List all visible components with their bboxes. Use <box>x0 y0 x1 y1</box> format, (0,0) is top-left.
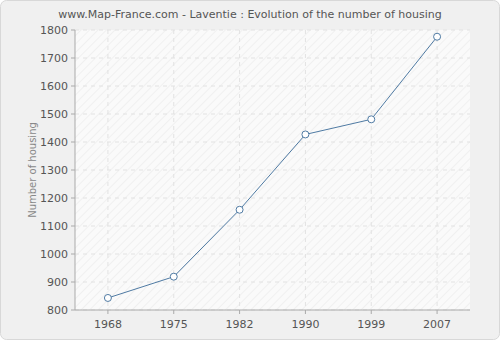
y-axis-label: Number of housing <box>27 122 38 218</box>
point <box>302 131 309 138</box>
grid-line-x <box>371 30 372 310</box>
y-tick <box>71 198 75 199</box>
x-tick-label: 1999 <box>357 318 385 331</box>
grid-line <box>75 58 470 59</box>
y-tick <box>71 170 75 171</box>
y-tick <box>71 30 75 31</box>
grid-line <box>75 226 470 227</box>
grid-line <box>75 30 470 31</box>
y-tick-label: 1000 <box>40 248 68 261</box>
y-tick-label: 1300 <box>40 164 68 177</box>
grid-line-x <box>305 30 306 310</box>
grid-line <box>75 254 470 255</box>
y-tick-label: 1800 <box>40 24 68 37</box>
y-tick <box>71 142 75 143</box>
y-tick-label: 800 <box>47 304 68 317</box>
y-tick <box>71 86 75 87</box>
y-tick <box>71 226 75 227</box>
x-tick-label: 2007 <box>423 318 451 331</box>
grid-line <box>75 170 470 171</box>
plot-area <box>75 30 470 310</box>
point <box>104 294 111 301</box>
y-tick <box>71 58 75 59</box>
x-tick-label: 1968 <box>94 318 122 331</box>
y-tick-label: 1200 <box>40 192 68 205</box>
title: www.Map-France.com - Laventie : Evolutio… <box>58 8 442 21</box>
point <box>170 273 177 280</box>
y-tick <box>71 114 75 115</box>
grid-line <box>75 142 470 143</box>
grid-line <box>75 86 470 87</box>
x-tick <box>305 310 306 314</box>
point <box>368 116 375 123</box>
x-tick-label: 1975 <box>160 318 188 331</box>
grid-line <box>75 114 470 115</box>
y-tick-label: 900 <box>47 276 68 289</box>
grid-line <box>75 198 470 199</box>
x-tick-label: 1990 <box>291 318 319 331</box>
series-group <box>104 33 440 301</box>
x-tick-label: 1982 <box>226 318 254 331</box>
x-tick <box>173 310 174 314</box>
grid-line-x <box>173 30 174 310</box>
y-tick <box>71 282 75 283</box>
y-tick <box>71 310 75 311</box>
y-axis <box>75 30 76 310</box>
point <box>434 33 441 40</box>
x-tick <box>239 310 240 314</box>
x-tick <box>371 310 372 314</box>
x-tick <box>107 310 108 314</box>
grid-line-x <box>437 30 438 310</box>
x-tick <box>437 310 438 314</box>
background <box>1 1 500 340</box>
grid-line-x <box>239 30 240 310</box>
grid-line <box>75 310 470 311</box>
grid-line <box>75 282 470 283</box>
y-tick-label: 1100 <box>40 220 68 233</box>
y-tick <box>71 254 75 255</box>
y-tick-label: 1700 <box>40 52 68 65</box>
grid-line-x <box>107 30 108 310</box>
x-axis <box>75 310 470 311</box>
y-tick-label: 1500 <box>40 108 68 121</box>
y-tick-label: 1400 <box>40 136 68 149</box>
line <box>108 37 437 298</box>
y-tick-label: 1600 <box>40 80 68 93</box>
point <box>236 206 243 213</box>
